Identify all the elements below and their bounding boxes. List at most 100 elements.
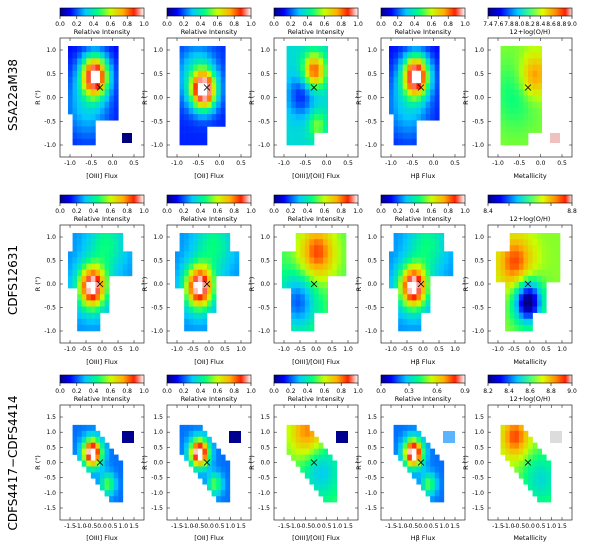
- map-pixel: [439, 245, 445, 252]
- map-pixel: [175, 257, 180, 264]
- x-tick-label: -1.0: [171, 346, 183, 353]
- map-pixel: [505, 282, 511, 289]
- panel-2-4: 8.2 8.4 8.6 8.8 9.012+log(O/H)1.51.00.50.0-0…: [462, 374, 577, 542]
- map-pixel: [407, 46, 413, 53]
- colorbar-tick-label: 0.2: [286, 388, 296, 395]
- map-pixel: [81, 454, 87, 461]
- map-pixel: [86, 70, 92, 78]
- map-pixel: [211, 95, 217, 102]
- map-pixel: [104, 484, 110, 491]
- map-pixel: [434, 58, 440, 65]
- map-pixel: [439, 478, 445, 485]
- map-pixel: [295, 275, 301, 283]
- map-pixel: [86, 442, 92, 449]
- map-pixel: [109, 484, 115, 491]
- map-pixel: [402, 282, 408, 289]
- map-pixel: [295, 312, 301, 320]
- y-tick-label: 1.5: [474, 414, 484, 421]
- map-pixel: [416, 70, 422, 78]
- map-pixel: [407, 52, 413, 59]
- map-pixel: [184, 263, 190, 271]
- map-pixel: [188, 76, 194, 84]
- map-pixel: [341, 269, 347, 277]
- map-pixel: [528, 306, 533, 313]
- map-pixel: [500, 251, 506, 258]
- map-pixel: [295, 46, 301, 53]
- map-pixel: [86, 282, 92, 289]
- map-pixel: [95, 101, 101, 109]
- map-pixel: [430, 484, 436, 491]
- map-pixel: [514, 312, 520, 320]
- map-pixel: [197, 275, 203, 283]
- map-pixel: [202, 83, 208, 90]
- map-pixel: [411, 269, 417, 277]
- map-pixel: [448, 251, 454, 258]
- map-pixel: [86, 306, 92, 313]
- map-pixel: [500, 138, 506, 146]
- map-pixel: [541, 239, 547, 246]
- psf-marker: [336, 431, 348, 443]
- map-pixel: [411, 52, 417, 59]
- map-pixel: [411, 101, 417, 109]
- map-pixel: [188, 294, 194, 301]
- x-tick-label: 0.5: [450, 160, 460, 167]
- map-pixel: [528, 52, 533, 59]
- map-pixel: [77, 436, 83, 443]
- map-pixel: [518, 460, 524, 467]
- map-pixel: [434, 245, 440, 252]
- map-pixel: [309, 436, 315, 443]
- map-pixel: [286, 263, 292, 271]
- map-pixel: [175, 251, 180, 258]
- map-pixel: [421, 472, 426, 479]
- y-axis-label: R ("): [462, 90, 470, 105]
- map-pixel: [425, 288, 431, 295]
- map-pixel: [532, 472, 538, 479]
- map-pixel: [113, 114, 119, 121]
- map-pixel: [300, 288, 306, 295]
- map-pixel: [425, 490, 431, 497]
- map-pixel: [402, 64, 408, 72]
- map-pixel: [77, 233, 83, 240]
- x-tick-label: 0.0: [525, 523, 535, 530]
- map-pixel: [318, 46, 324, 53]
- map-pixel: [234, 251, 240, 258]
- map-pixel: [514, 306, 520, 313]
- map-pixel: [309, 448, 315, 455]
- colorbar-tick-label: 0.0: [162, 208, 172, 215]
- map-pixel: [95, 58, 101, 65]
- map-pixel: [100, 95, 105, 102]
- map-pixel: [532, 245, 538, 252]
- map-pixel: [72, 448, 78, 455]
- map-pixel: [407, 288, 413, 295]
- map-pixel: [104, 300, 110, 307]
- map-pixel: [505, 70, 511, 78]
- map-pixel: [505, 46, 511, 53]
- map-pixel: [523, 448, 529, 455]
- map-pixel: [72, 436, 78, 443]
- map-pixel: [86, 251, 92, 258]
- map-pixel: [518, 64, 524, 72]
- map-pixel: [211, 263, 217, 271]
- map-pixel: [416, 430, 422, 438]
- map-pixel: [216, 251, 222, 258]
- map-pixel: [439, 496, 445, 503]
- map-pixel: [291, 300, 297, 307]
- map-pixel: [90, 424, 96, 432]
- map-pixel: [113, 233, 119, 240]
- colorbar-label: Relative Intensity: [181, 395, 238, 403]
- map-pixel: [318, 294, 324, 301]
- map-pixel: [188, 288, 194, 295]
- map-pixel: [528, 312, 533, 320]
- map-pixel: [81, 318, 87, 326]
- y-tick-label: -0.5: [365, 475, 377, 482]
- map-pixel: [323, 460, 329, 467]
- map-pixel: [421, 251, 426, 258]
- map-pixel: [300, 76, 306, 84]
- map-pixel: [411, 233, 417, 240]
- map-pixel: [197, 120, 203, 127]
- map-pixel: [532, 114, 538, 121]
- map-pixel: [389, 83, 394, 90]
- map-pixel: [184, 269, 190, 277]
- map-pixel: [90, 245, 96, 252]
- map-pixel: [202, 126, 208, 133]
